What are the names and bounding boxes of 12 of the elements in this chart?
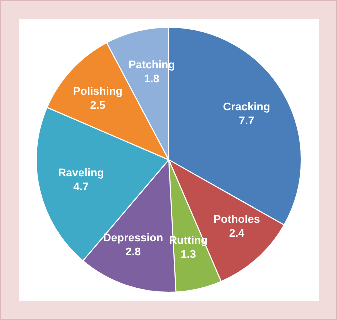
data-label: 2.4 <box>229 228 246 240</box>
data-label: 2.5 <box>90 100 106 112</box>
data-label: 1.8 <box>144 74 160 86</box>
slice-label: Raveling <box>58 168 104 180</box>
slice-label: Cracking <box>223 102 270 114</box>
data-label: 4.7 <box>74 182 89 194</box>
slice-label: Depression <box>103 232 164 244</box>
slice-label: Polishing <box>73 86 123 98</box>
data-label: 2.8 <box>126 246 142 258</box>
slice-label: Potholes <box>214 214 260 226</box>
data-label: 7.7 <box>239 116 254 128</box>
data-label: 1.3 <box>180 248 196 261</box>
